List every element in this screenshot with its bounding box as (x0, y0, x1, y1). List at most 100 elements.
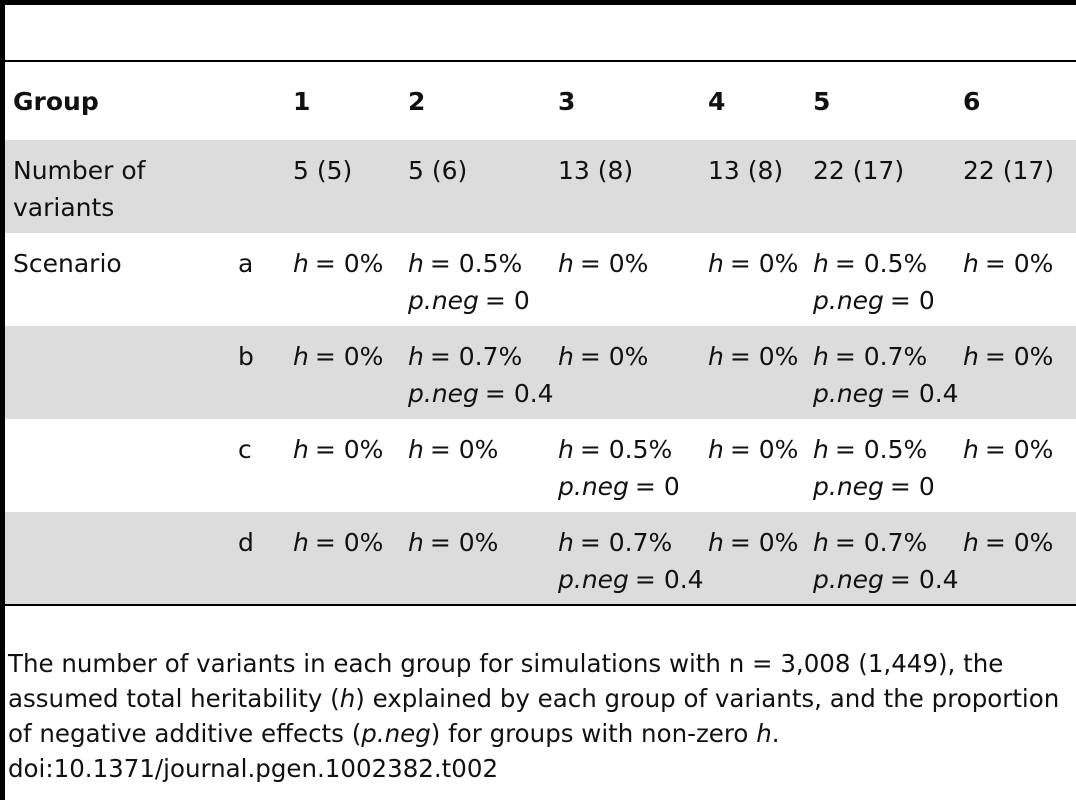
variable: h (708, 249, 724, 278)
variable: h (708, 342, 724, 371)
cell-line: h = 0% (293, 431, 400, 468)
value: = 0% (984, 528, 1054, 557)
variable: h (293, 342, 309, 371)
value: = 0% (729, 342, 799, 371)
variable: h (408, 249, 424, 278)
header-row: Group 1 2 3 4 5 6 (5, 61, 1076, 140)
cell: h = 0% (400, 419, 550, 512)
cell-line: h = 0% (963, 245, 1076, 282)
doi: doi:10.1371/journal.pgen.1002382.t002 (8, 754, 499, 783)
variable: h (963, 249, 979, 278)
value: = 0.5% (429, 249, 523, 278)
cell-line: h = 0.7% (813, 338, 955, 375)
value: = 0.7% (834, 528, 928, 557)
value: = 0.5% (579, 435, 673, 464)
cell: 5 (5) (285, 140, 400, 233)
variable: h (963, 342, 979, 371)
value: = 0.7% (429, 342, 523, 371)
variable: h (558, 528, 574, 557)
footnote-part: ) explained by each group of variants, a… (8, 684, 1060, 748)
count-row: Number of variants 5 (5) 5 (6) 13 (8) 13 (8)… (5, 140, 1076, 233)
cell-line: h = 0% (708, 431, 805, 468)
scenario-name: b (230, 326, 285, 419)
footnote-part: . (771, 719, 780, 748)
cell: h = 0.5% p.neg = 0 (400, 233, 550, 326)
value: = 0.4 (634, 565, 704, 594)
row-label: Scenario (13, 249, 122, 278)
value: = 0% (729, 528, 799, 557)
cell: h = 0% (285, 326, 400, 419)
cell-line: h = 0% (408, 524, 550, 561)
cell-line: h = 0% (963, 431, 1076, 468)
cell: h = 0.5% p.neg = 0 (805, 419, 955, 512)
header-group: 2 (408, 86, 426, 116)
value: = 0.4 (484, 379, 554, 408)
footnote-part: h (756, 719, 772, 748)
variable: p.neg (813, 379, 884, 408)
footnote-text: The number of variants in each group for… (8, 646, 1076, 751)
cell-line: p.neg = 0.4 (558, 561, 704, 598)
cell-line: h = 0% (293, 524, 400, 561)
variable: h (293, 528, 309, 557)
cell: h = 0% (700, 233, 805, 326)
cell-line: h = 0.5% (408, 245, 550, 282)
cell-line: h = 0.7% (408, 338, 550, 375)
value: = 0 (889, 286, 935, 315)
value: = 0% (729, 249, 799, 278)
variable: h (408, 342, 424, 371)
header-spacer (230, 61, 285, 140)
cell-line: p.neg = 0 (558, 468, 700, 505)
variable: h (408, 435, 424, 464)
value: = 0% (314, 435, 384, 464)
value: = 0 (889, 472, 935, 501)
header-label: Group (13, 86, 99, 116)
cell: h = 0% (955, 419, 1076, 512)
cell-line: p.neg = 0.4 (813, 561, 959, 598)
cell-line: h = 0.7% (813, 524, 955, 561)
variable: h (963, 528, 979, 557)
footnote-part: p.neg (361, 719, 431, 748)
cell-line: h = 0% (708, 524, 805, 561)
value: = 0% (314, 342, 384, 371)
scenario-row: c h = 0% h = 0% h = 0.5% p.neg = 0 h = 0% h = 0.5% p.… (5, 419, 1076, 512)
row-label-empty (5, 326, 230, 419)
value: = 0% (579, 342, 649, 371)
variable: h (558, 435, 574, 464)
cell: h = 0% (955, 326, 1076, 419)
value: = 0.4 (889, 379, 959, 408)
cell: h = 0% (700, 419, 805, 512)
cell: h = 0% (700, 326, 805, 419)
variable: h (293, 435, 309, 464)
row-label-empty (5, 419, 230, 512)
header-group: 5 (813, 86, 831, 116)
footnote: The number of variants in each group for… (8, 646, 1076, 786)
cell-line: h = 0% (293, 245, 400, 282)
cell-line: h = 0.5% (813, 431, 955, 468)
value: = 0.4 (889, 565, 959, 594)
variable: p.neg (558, 472, 629, 501)
cell-line: p.neg = 0 (813, 282, 955, 319)
variable: h (558, 342, 574, 371)
footnote-part: The number of variants in each group for… (8, 649, 1004, 713)
variable: p.neg (558, 565, 629, 594)
variable: p.neg (813, 565, 884, 594)
value: = 0% (984, 249, 1054, 278)
scenario-row: d h = 0% h = 0% h = 0.7% p.neg = 0.4 h = 0% h = 0.7%… (5, 512, 1076, 605)
cell: h = 0% (400, 512, 550, 605)
row-spacer (230, 140, 285, 233)
value: = 0% (314, 528, 384, 557)
cell: 22 (17) (955, 140, 1076, 233)
variable: h (813, 249, 829, 278)
value: = 0% (729, 435, 799, 464)
footnote-part: h (339, 684, 356, 713)
header-group: 4 (708, 86, 726, 116)
value: = 0 (634, 472, 680, 501)
header-group: 3 (558, 86, 576, 116)
row-label-empty (5, 512, 230, 605)
value: = 0% (984, 435, 1054, 464)
cell: h = 0.7% p.neg = 0.4 (400, 326, 554, 419)
variable: p.neg (408, 379, 479, 408)
cell: h = 0% (550, 233, 700, 326)
cell-line: h = 0% (558, 245, 700, 282)
